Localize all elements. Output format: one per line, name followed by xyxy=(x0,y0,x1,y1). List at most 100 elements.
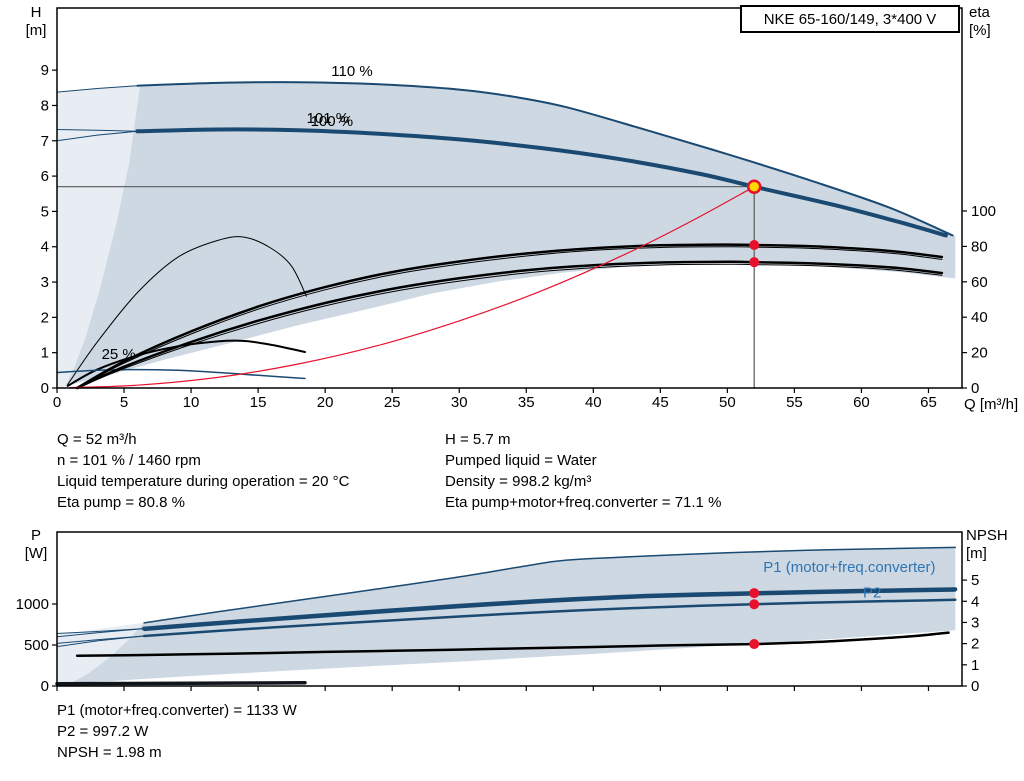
power-axis-name: P xyxy=(30,527,41,544)
p1-envelope-top xyxy=(143,546,957,624)
info-head: H = 5.7 m xyxy=(445,431,511,448)
axis-tick-label: 0 xyxy=(53,394,61,411)
info-npsh: NPSH = 1.98 m xyxy=(57,744,162,761)
axis-tick-label: 7 xyxy=(41,133,49,150)
system-curve xyxy=(69,186,755,389)
axis-tick-label: 1000 xyxy=(16,596,49,613)
axis-tick-label: 100 xyxy=(971,203,996,220)
info-p1: P1 (motor+freq.converter) = 1133 W xyxy=(57,702,297,719)
eta-pump-point xyxy=(749,239,760,250)
duty-point xyxy=(746,179,762,194)
axis-tick-label: 65 xyxy=(920,394,937,411)
power-frame xyxy=(56,531,963,687)
axis-tick-label: 5 xyxy=(971,572,979,589)
curve-100pct-lead-b xyxy=(56,130,138,142)
info-density: Density = 998.2 kg/m³ xyxy=(445,473,592,490)
pump-title-box: NKE 65-160/149, 3*400 V xyxy=(740,5,960,33)
info-pumped-liquid: Pumped liquid = Water xyxy=(445,452,597,469)
axis-tick-label: 20 xyxy=(317,394,334,411)
npsh-axis-title: NPSH [m] xyxy=(966,527,1008,563)
axis-tick-label: 2 xyxy=(971,636,979,653)
curve-101pct xyxy=(135,127,948,238)
power-chart: 0 500 1000 0 1 2 3 4 5 P1 (motor+freq.converter) P… xyxy=(16,531,979,695)
axis-tick-label: 1 xyxy=(971,657,979,674)
axis-tick-label: 0 xyxy=(41,678,49,695)
axis-tick-label: 8 xyxy=(41,97,49,114)
label-p1: P1 (motor+freq.converter) xyxy=(763,559,935,576)
p1-curve xyxy=(142,587,958,631)
npsh-axis-name: NPSH xyxy=(966,527,1008,544)
label-p2: P2 xyxy=(863,584,881,601)
head-axis-title: H [m] xyxy=(16,4,56,40)
axis-tick-label: 20 xyxy=(971,345,988,362)
info-p2: P2 = 997.2 W xyxy=(57,723,149,740)
axis-tick-label: 500 xyxy=(24,637,49,654)
axis-tick-label: 9 xyxy=(41,62,49,79)
npsh-25pct-segment xyxy=(55,680,307,686)
p1-point xyxy=(749,588,760,599)
axis-tick-label: 0 xyxy=(971,678,979,695)
power-axis-title: P [W] xyxy=(16,527,56,563)
npsh-axis-unit: [m] xyxy=(966,545,987,562)
axis-tick-label: 3 xyxy=(971,614,979,631)
axis-tick-label: 5 xyxy=(41,203,49,220)
axis-tick-label: 60 xyxy=(853,394,870,411)
eta-total-thin xyxy=(76,263,943,389)
curve-25pct xyxy=(56,368,306,380)
power-info-column: P1 (motor+freq.converter) = 1133 W P2 = … xyxy=(57,700,297,763)
axis-tick-label: 2 xyxy=(41,309,49,326)
info-eta-total: Eta pump+motor+freq.converter = 71.1 % xyxy=(445,494,722,511)
eta-axis-unit: [%] xyxy=(969,22,991,39)
axis-tick-label: 45 xyxy=(652,394,669,411)
curve-100pct-lead-a xyxy=(56,129,138,132)
axis-tick-label: 40 xyxy=(585,394,602,411)
axis-tick-label: 4 xyxy=(971,593,979,610)
axis-tick-label: 5 xyxy=(120,394,128,411)
label-25pct: 25 % xyxy=(102,346,136,363)
info-liquid-temperature: Liquid temperature during operation = 20… xyxy=(57,473,350,490)
info-flow: Q = 52 m³/h xyxy=(57,431,137,448)
axis-tick-label: 30 xyxy=(451,394,468,411)
eta-arc-25pct xyxy=(66,339,306,387)
eta-arc-reduced-speed xyxy=(67,236,307,385)
low-speed-region xyxy=(57,85,141,389)
operating-envelope xyxy=(57,82,956,388)
p2-curve xyxy=(142,598,957,638)
eta-axis-name: eta xyxy=(969,4,990,21)
label-110pct: 110 % xyxy=(331,63,372,80)
eta-pump-curve xyxy=(75,243,944,390)
head-axis-unit: [m] xyxy=(25,22,47,39)
eta-total-curve xyxy=(75,260,944,390)
duty-info-right-column: H = 5.7 m Pumped liquid = Water Density … xyxy=(445,429,721,513)
axis-tick-label: 60 xyxy=(971,274,988,291)
info-speed: n = 101 % / 1460 rpm xyxy=(57,452,201,469)
eta-pump-thin xyxy=(76,246,943,389)
axis-tick-label: 35 xyxy=(518,394,535,411)
head-chart: 0 5 10 15 20 25 30 35 40 45 50 55 60 6501234567890204… xyxy=(41,7,996,411)
axis-tick-label: 40 xyxy=(971,309,988,326)
curve-110pct xyxy=(136,81,954,237)
npsh-curve xyxy=(75,631,950,657)
power-envelope xyxy=(57,547,956,684)
pump-title: NKE 65-160/149, 3*400 V xyxy=(763,10,937,28)
axis-tick-label: 0 xyxy=(41,380,49,397)
axis-tick-label: 10 xyxy=(183,394,200,411)
axis-tick-label: 80 xyxy=(971,238,988,255)
axis-tick-label: 25 xyxy=(384,394,401,411)
duty-info-left-column: Q = 52 m³/h n = 101 % / 1460 rpm Liquid … xyxy=(57,429,349,513)
eta-axis-title: eta [%] xyxy=(969,4,991,40)
head-frame xyxy=(56,7,963,389)
p2-point xyxy=(749,599,760,610)
axis-tick-label: 4 xyxy=(41,239,49,256)
axis-tick-label: 50 xyxy=(719,394,736,411)
p1-lead-b xyxy=(56,628,145,638)
label-100pct: 100 % xyxy=(311,113,354,130)
axis-tick-label: 6 xyxy=(41,168,49,185)
power-axis-unit: [W] xyxy=(24,545,48,562)
npsh-point xyxy=(749,639,760,650)
axis-tick-label: 15 xyxy=(250,394,267,411)
axis-tick-label: 1 xyxy=(41,345,49,362)
head-axis-name: H xyxy=(30,4,42,21)
